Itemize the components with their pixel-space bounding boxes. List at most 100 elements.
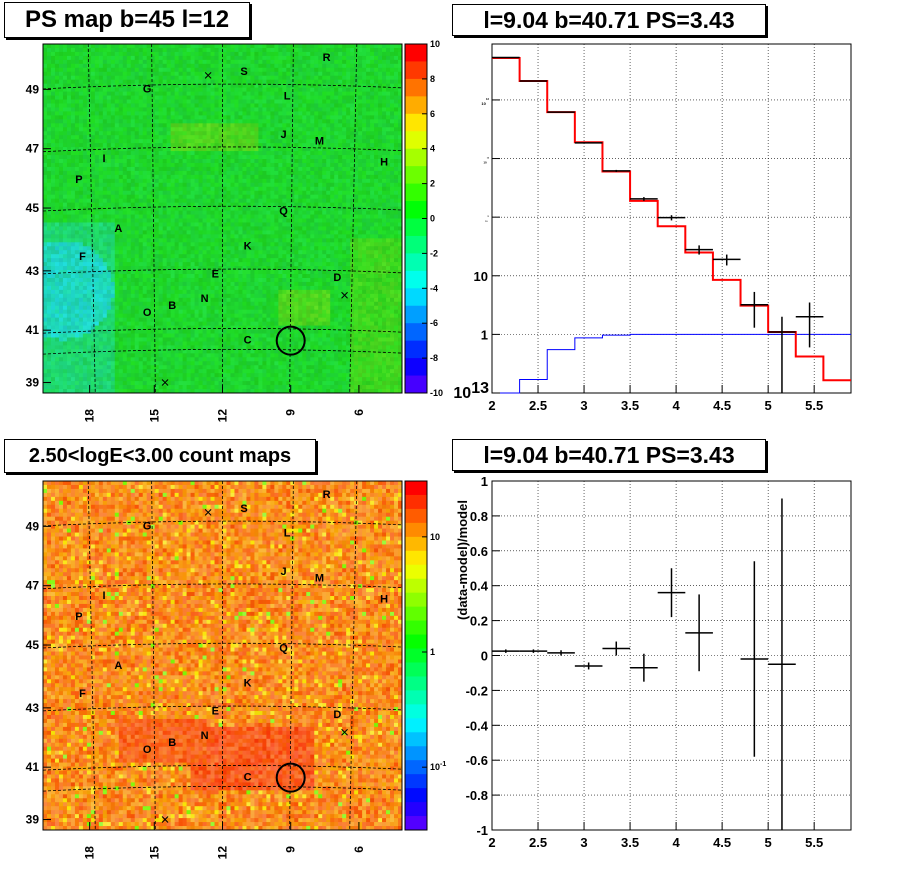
residual-y-tick-label: 0.2	[470, 614, 488, 629]
ps-lon-tick-label: 9	[284, 409, 298, 416]
counts-source-label-j: J	[280, 566, 286, 578]
counts-source-label-c: C	[244, 772, 252, 784]
spectrum-y-tick-label: 1013	[481, 97, 489, 106]
counts-source-label-a: A	[114, 660, 122, 672]
residual-y-tick-label: -0.6	[466, 753, 488, 768]
ps-source-label-d: D	[333, 272, 341, 284]
ps-lat-tick-label: 39	[26, 376, 40, 390]
counts-colorbar-cell	[405, 676, 427, 691]
ps-source-label-o: O	[143, 307, 152, 319]
spectrum-x-tick-label: 5	[765, 398, 772, 413]
residual-y-tick-label: 0.6	[470, 544, 488, 559]
counts-colorbar-cell	[405, 774, 427, 789]
ps-lon-gridline	[87, 43, 96, 394]
ps-colorbar-label: -10	[430, 388, 443, 398]
counts-source-circle	[275, 762, 306, 793]
ps-lon-gridline	[289, 43, 294, 394]
counts-colorbar-cell	[405, 816, 427, 831]
count-map-title: 2.50<logE<3.00 count maps	[4, 439, 316, 473]
counts-colorbar-label: 10-1	[430, 761, 446, 772]
counts-colorbar-frame	[404, 480, 428, 831]
spectrum-y-tick-label: 1013	[485, 216, 489, 223]
ps-source-label-h: H	[380, 157, 388, 169]
ps-cross-marker	[161, 379, 169, 386]
counts-colorbar-cell	[405, 536, 427, 552]
counts-colorbar-cell	[405, 620, 427, 636]
ps-source-label-l: L	[284, 90, 291, 102]
residual-x-tick-label: 2.5	[529, 835, 547, 850]
spectrum-data-point	[630, 197, 658, 201]
ps-colorbar-cell	[405, 113, 427, 132]
counts-lat-tick-label: 43	[26, 701, 40, 715]
counts-colorbar-cell	[405, 732, 427, 747]
ps-lon-tick-label: 6	[352, 409, 366, 416]
residual-x-tick-label: 2	[488, 835, 495, 850]
ps-colorbar-label: 0	[430, 214, 435, 224]
spectrum-title: l=9.04 b=40.71 PS=3.43	[452, 4, 766, 36]
counts-source-label-q: Q	[279, 643, 288, 655]
ps-source-label-c: C	[244, 335, 252, 347]
counts-colorbar-cell	[405, 802, 427, 817]
ps-colorbar-label: 8	[430, 74, 435, 84]
spectrum-x-tick-label: 4	[672, 398, 680, 413]
counts-lat-tick-label: 45	[26, 638, 40, 652]
ps-lat-tick-label: 43	[26, 264, 40, 278]
ps-colorbar-cell	[405, 270, 427, 289]
counts-source-label-f: F	[79, 688, 86, 700]
ps-colorbar-cell	[405, 340, 427, 359]
residual-data-point	[519, 649, 548, 653]
spectrum-x-tick-label: 3.5	[621, 398, 639, 413]
ps-source-label-g: G	[143, 83, 152, 95]
spectrum-x-tick-label: 4.5	[713, 398, 731, 413]
ps-colorbar-cell	[405, 323, 427, 342]
ps-lat-tick-label: 47	[26, 142, 40, 156]
ps-source-label-p: P	[75, 174, 82, 186]
counts-lat-gridline	[42, 705, 403, 712]
ps-source-label-r: R	[323, 52, 331, 64]
ps-source-label-f: F	[79, 251, 86, 263]
spectrum-data-point	[547, 111, 575, 113]
ps-colorbar-cell	[405, 235, 427, 254]
ps-lat-tick-label: 45	[26, 201, 40, 215]
ps-source-label-q: Q	[279, 206, 288, 218]
counts-cross-marker	[341, 728, 348, 736]
ps-colorbar-cell	[405, 61, 427, 80]
counts-colorbar-cell	[405, 760, 427, 775]
residual-data-point	[740, 561, 769, 757]
counts-lat-tick-label: 49	[26, 519, 40, 533]
residual-data-point	[574, 662, 603, 670]
ps-colorbar-cell	[405, 148, 427, 167]
spectrum-y-tick-label: 1013	[453, 380, 489, 402]
ps-lat-gridline	[42, 268, 403, 275]
ps-colorbar-cell	[405, 253, 427, 272]
counts-colorbar-label: 10	[430, 532, 440, 542]
ps-lon-gridline	[349, 43, 358, 394]
residual-data-point	[630, 653, 658, 682]
counts-colorbar-cell	[405, 746, 427, 761]
spectrum-frame	[491, 43, 852, 394]
counts-colorbar-cell	[405, 718, 427, 733]
spectrum-x-tick-label: 5.5	[805, 398, 823, 413]
counts-colorbar-cell	[405, 508, 427, 524]
spectrum-data-point	[657, 215, 686, 221]
ps-lon-gridline	[151, 43, 156, 394]
residual-x-tick-label: 3.5	[621, 835, 639, 850]
ps-colorbar-cell	[405, 288, 427, 307]
ps-colorbar-cell	[405, 131, 427, 150]
ps-source-label-s: S	[240, 66, 247, 78]
counts-lon-tick-label: 15	[147, 846, 161, 860]
ps-colorbar-cell	[405, 44, 427, 62]
ps-colorbar-cell	[405, 218, 427, 237]
ps-lat-gridline	[42, 83, 403, 90]
counts-source-label-e: E	[212, 705, 219, 717]
residual-y-tick-label: 1	[481, 474, 488, 489]
residual-x-tick-label: 3	[580, 835, 587, 850]
ps-colorbar-label: -4	[430, 283, 438, 293]
ps-source-label-j: J	[280, 129, 286, 141]
residual-frame	[491, 480, 852, 831]
spectrum-y-tick-label: 10	[474, 269, 488, 284]
ps-colorbar-cell	[405, 183, 427, 202]
counts-colorbar-cell	[405, 578, 427, 594]
counts-source-label-p: P	[75, 611, 82, 623]
spectrum-data-point	[712, 254, 741, 266]
